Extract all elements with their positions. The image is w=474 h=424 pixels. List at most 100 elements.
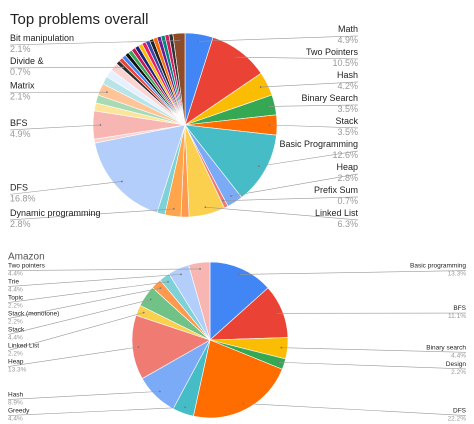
- leader-dot: [259, 86, 262, 88]
- leader-line: [258, 150, 359, 167]
- leader-dot: [159, 287, 162, 290]
- slice-label: Greedy: [8, 408, 30, 415]
- slice-label: Hash: [8, 392, 24, 399]
- leader-line: [267, 104, 359, 107]
- pie-slice: [131, 314, 211, 379]
- slice-percent: 10.5%: [332, 58, 358, 68]
- slice-percent: 2.8%: [10, 219, 31, 229]
- slice-percent: 13.3%: [448, 271, 467, 278]
- slice-percent: 2.2%: [8, 303, 23, 310]
- slice-label: Stack (monotone): [8, 311, 59, 318]
- leader-dot: [222, 199, 224, 202]
- slice-label: BFS: [453, 305, 466, 312]
- leader-line: [7, 391, 160, 400]
- leader-line: [7, 299, 151, 335]
- leader-dot: [275, 312, 278, 315]
- slice-label: Bit manipulation: [10, 33, 74, 43]
- leader-line: [243, 403, 467, 416]
- slice-label: Heap: [336, 162, 358, 172]
- slice-label: Two Pointers: [306, 47, 359, 57]
- leader-dot: [266, 105, 269, 108]
- leader-line: [198, 35, 359, 42]
- slice-percent: 3.5%: [337, 104, 358, 114]
- leader-dot: [159, 390, 161, 393]
- slice-percent: 12.6%: [332, 150, 358, 160]
- leader-line: [235, 56, 359, 60]
- leader-dot: [197, 40, 199, 43]
- leader-dot: [178, 39, 181, 42]
- slice-label: Divide &: [10, 56, 44, 66]
- leader-dot: [180, 273, 182, 276]
- slice-percent: 0.7%: [337, 196, 358, 206]
- slice-percent: 2.2%: [8, 319, 23, 326]
- slice-label: Heap: [8, 359, 24, 366]
- leader-line: [205, 206, 359, 221]
- leader-dot: [204, 206, 207, 209]
- slice-percent: 13.3%: [8, 367, 27, 374]
- leader-dot: [167, 280, 169, 283]
- leader-line: [7, 281, 169, 303]
- slice-label: Trie: [8, 279, 19, 286]
- leader-dot: [184, 406, 187, 409]
- slice-label: DFS: [10, 182, 28, 192]
- slice-percent: 6.3%: [337, 219, 358, 229]
- slice-percent: 4.9%: [10, 129, 31, 139]
- leader-line: [278, 361, 467, 370]
- leader-line: [269, 124, 359, 129]
- leader-dot: [258, 165, 260, 168]
- leader-line: [9, 66, 124, 69]
- leader-dot: [172, 207, 175, 210]
- slice-label: Design: [446, 361, 467, 368]
- slice-label: Two pointers: [8, 263, 46, 270]
- leader-line: [281, 347, 467, 353]
- leader-dot: [106, 91, 108, 94]
- slice-percent: 2.8%: [337, 173, 358, 183]
- leader-dot: [277, 361, 280, 364]
- slice-label: Basic programming: [410, 263, 466, 270]
- leader-line: [9, 40, 180, 46]
- slice-percent: 2.1%: [10, 44, 31, 54]
- slice-percent: 22.2%: [448, 416, 467, 423]
- slice-percent: 11.1%: [448, 313, 466, 320]
- pie-slice: [184, 124, 277, 198]
- leader-dot: [122, 66, 125, 69]
- slice-percent: 4.4%: [8, 335, 23, 342]
- slice-label: DFS: [453, 408, 467, 415]
- slice-label: Binary Search: [301, 93, 358, 103]
- leader-line: [222, 196, 359, 201]
- slice-label: Dynamic programming: [10, 208, 101, 218]
- slice-percent: 2.2%: [8, 351, 23, 358]
- leader-dot: [280, 346, 283, 349]
- slice-label: Hash: [337, 70, 358, 80]
- leader-line: [7, 287, 161, 319]
- leader-dot: [234, 56, 237, 59]
- slice-percent: 8.9%: [8, 400, 23, 407]
- leader-dot: [268, 124, 271, 126]
- slice-label: BFS: [10, 118, 28, 128]
- slice-percent: 4.4%: [451, 352, 466, 359]
- leader-line: [7, 268, 201, 271]
- slice-percent: 16.8%: [10, 193, 36, 203]
- leader-line: [7, 346, 139, 367]
- slice-percent: 2.2%: [451, 369, 466, 376]
- leader-line: [7, 312, 144, 351]
- slice-label: Matrix: [10, 81, 35, 91]
- slice-label: Prefix Sum: [314, 185, 358, 195]
- slice-percent: 4.4%: [8, 416, 23, 423]
- leader-dot: [199, 268, 201, 270]
- leader-dot: [121, 180, 123, 183]
- slice-percent: 3.5%: [337, 127, 358, 137]
- leader-line: [9, 124, 101, 131]
- leader-line: [7, 274, 181, 287]
- slice-percent: 4.4%: [8, 287, 23, 294]
- slice-label: Linked List: [315, 208, 359, 218]
- leader-line: [9, 181, 122, 195]
- slice-label: Binary search: [426, 345, 466, 352]
- leader-line: [230, 173, 359, 197]
- pie-slice: [172, 32, 186, 126]
- leader-line: [7, 407, 186, 416]
- leader-dot: [238, 273, 241, 276]
- slice-label: Stack: [335, 116, 358, 126]
- chart-title: Amazon: [8, 252, 45, 263]
- slice-percent: 4.4%: [8, 271, 23, 278]
